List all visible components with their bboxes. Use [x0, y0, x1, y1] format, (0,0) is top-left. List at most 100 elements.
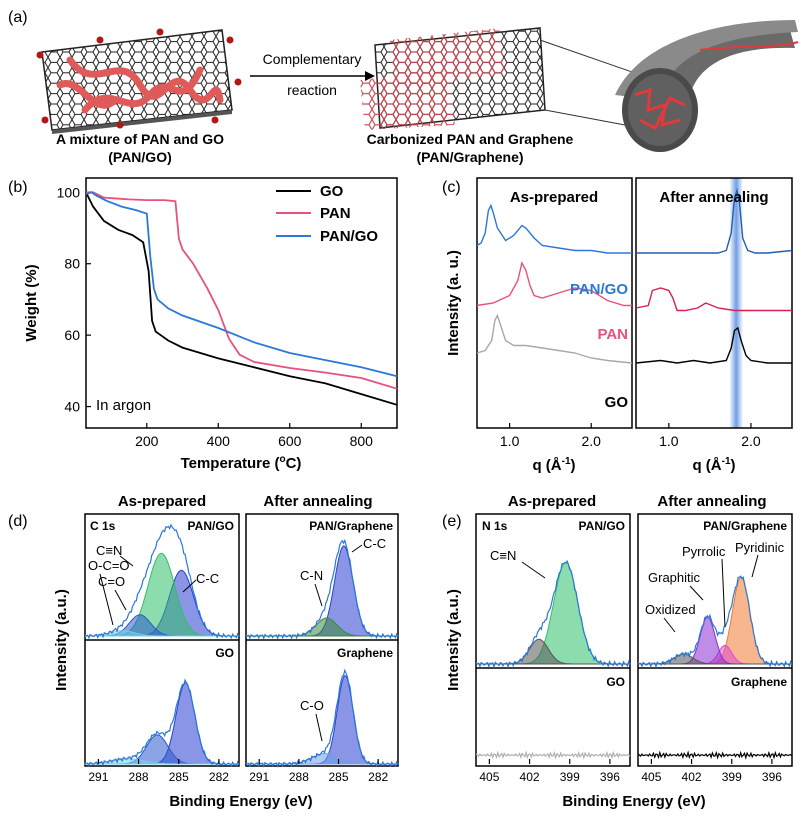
c-right-series-pan-go [636, 187, 793, 254]
b-ytick-label: 60 [64, 327, 80, 343]
panel-c-highlight [729, 178, 744, 428]
b-xtick-label: 800 [350, 433, 374, 449]
legend-pan: PAN [320, 205, 351, 222]
c-xtick-label: 1.0 [500, 433, 520, 449]
d-plot-xtick-label: 288 [289, 770, 309, 784]
d-plot-bottom_left-peak-1 [85, 734, 239, 765]
e-annotation-arrows [521, 554, 759, 633]
b-ytick-label: 40 [64, 399, 80, 415]
arrow-label-top: Complementary [263, 51, 362, 67]
d-plot-xtick-label: 288 [129, 770, 149, 784]
d-annot-co: C=O [98, 574, 125, 589]
d-annot-cn: C≡N [96, 543, 122, 558]
c-right-series-pan [635, 287, 792, 312]
panel-c-left-title: As-prepared [510, 189, 598, 206]
d-annot-cn-right: C-N [300, 568, 323, 583]
label-go: GO [605, 394, 629, 411]
label-pan: PAN [597, 326, 628, 343]
e-plot-xtick-label: 402 [520, 770, 540, 784]
panel-c-xlabel-right: q (Å-1) [692, 456, 735, 474]
e-annot-pyridinic: Pyridinic [735, 540, 785, 555]
panel-e-right-frame [637, 513, 793, 767]
panel-e-left-frame [475, 513, 631, 767]
e-label-pan-graphene: PAN/Graphene [703, 519, 787, 533]
d-plot-xtick-label: 285 [169, 770, 189, 784]
b-xtick-label: 400 [207, 433, 231, 449]
panel-b-plot-area: 200 400 600 800 40 60 80 100 [57, 184, 398, 449]
e-plot-xtick-label: 405 [641, 770, 661, 784]
panel-c-right-title: After annealing [659, 189, 768, 206]
d-annot-cc: C-C [196, 571, 219, 586]
panel-e-right-title: After annealing [657, 493, 766, 510]
panel-a: (a) Complementary reaction [8, 9, 799, 165]
d-plot-bottom_right-peak-1 [246, 753, 398, 765]
e-label-pan-go: PAN/GO [579, 519, 625, 533]
d-label-graphene: Graphene [337, 646, 393, 660]
panel-e-plot-area: 405 402 399 396 405 402 399 396 [475, 559, 793, 784]
d-label-pan-graphene: PAN/Graphene [309, 519, 393, 533]
d-plot-xtick-label: 291 [88, 770, 108, 784]
panel-c-plot-area: 1.0 2.0 1.0 2.0 [476, 187, 793, 449]
d-plot-bottom_left-peak-2 [84, 758, 239, 765]
d-plot-xtick-label: 282 [368, 770, 388, 784]
panel-d: (d) As-prepared After annealing 291 288 28… [8, 493, 399, 810]
d-plot-bottom_left-envelope [84, 678, 240, 768]
d-label-go: GO [215, 646, 234, 660]
d-annot-co-graphene: C-O [300, 698, 324, 713]
panel-e-left-title: As-prepared [508, 493, 596, 510]
e-plot-xtick-label: 396 [600, 770, 620, 784]
d-plot-top_right-peak-1 [246, 617, 398, 637]
reaction-arrow [250, 71, 375, 81]
d-plot-top_right-envelope [245, 538, 399, 641]
panel-c-ylabel: Intensity (a. u.) [445, 250, 462, 356]
d-label-pan-go: PAN/GO [188, 519, 234, 533]
d-plot-top_left-envelope [84, 523, 240, 640]
b-ytick-label: 100 [57, 184, 81, 200]
panel-d-label: (d) [8, 513, 28, 530]
d-plot-xtick-label: 291 [249, 770, 269, 784]
panel-d-plot-area: 291 288 285 282 291 288 285 282 [84, 523, 399, 784]
right-caption-2: (PAN/Graphene) [416, 149, 523, 165]
panel-b-legend: GO PAN PAN/GO [276, 183, 378, 245]
c-left-series-pan-go [476, 203, 632, 254]
c-xtick-label: 2.0 [741, 433, 761, 449]
e-plot-xtick-label: 402 [682, 770, 702, 784]
b-series-go [85, 191, 398, 406]
panel-c-right-frame [635, 177, 793, 429]
panel-b-annotation: In argon [96, 397, 151, 414]
c-right-series-go [635, 326, 792, 364]
panel-e-ylabel: Intensity (a.u.) [445, 589, 462, 691]
panel-e-xlabel: Binding Energy (eV) [562, 793, 705, 810]
d-plot-bottom_right-envelope [245, 668, 399, 768]
e-plot-top_right-peak-2 [638, 616, 792, 665]
legend-pan-go: PAN/GO [320, 228, 378, 245]
e-plot-top_left-envelope [475, 559, 631, 669]
b-xtick-label: 200 [135, 433, 159, 449]
e-annot-graphitic: Graphitic [648, 570, 701, 585]
e-plot-xtick-label: 399 [560, 770, 580, 784]
e-annot-oxidized: Oxidized [645, 602, 696, 617]
panel-c-left-frame [476, 177, 633, 429]
left-caption-2: (PAN/GO) [108, 149, 172, 165]
right-caption-1: Carbonized PAN and Graphene [367, 131, 574, 147]
panel-b-frame [85, 177, 398, 429]
arrow-label-bottom: reaction [287, 82, 337, 98]
e-plot-xtick-label: 405 [479, 770, 499, 784]
b-series-pan [86, 191, 398, 390]
b-xtick-label: 600 [278, 433, 302, 449]
graphene-sheet-illustration [360, 27, 656, 130]
e-plot-xtick-label: 399 [722, 770, 742, 784]
d-plot-xtick-label: 282 [209, 770, 229, 784]
d-label-c1s: C 1s [90, 519, 116, 533]
panel-b: (b) 200 400 600 800 40 60 80 100 In argon Weigh… [8, 177, 398, 472]
e-plot-bottom_left-trace [475, 750, 631, 760]
e-label-go: GO [606, 675, 625, 689]
panel-d-xlabel: Binding Energy (eV) [169, 793, 312, 810]
go-sheet-illustration [36, 28, 242, 134]
b-ytick-label: 80 [64, 256, 80, 272]
fiber-illustration [615, 20, 799, 152]
d-annotation-arrows [99, 544, 363, 742]
e-plot-top_right-envelope [637, 575, 793, 669]
panel-a-label: (a) [8, 9, 28, 26]
